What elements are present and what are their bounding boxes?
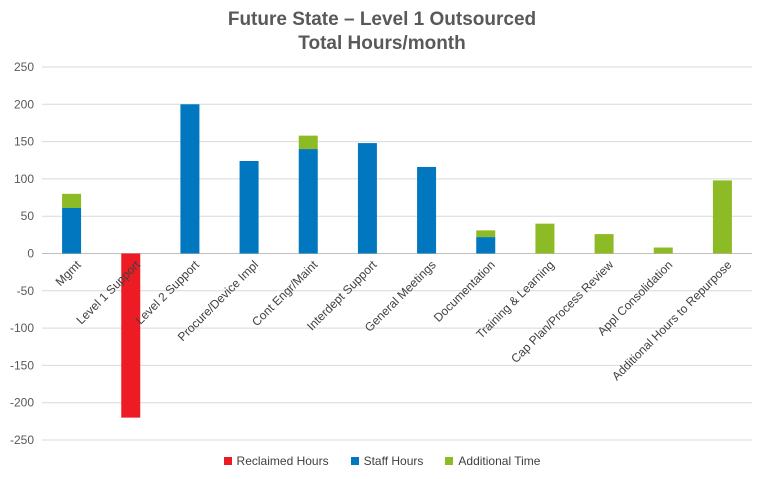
x-category-label: Cap Plan/Process Review bbox=[508, 257, 616, 365]
legend-label-staff: Staff Hours bbox=[363, 454, 424, 468]
y-tick-label: 250 bbox=[14, 60, 34, 74]
legend-label-reclaimed: Reclaimed Hours bbox=[236, 454, 329, 468]
legend-label-additional: Additional Time bbox=[458, 454, 541, 468]
y-tick-label: 200 bbox=[14, 97, 34, 111]
y-tick-label: -100 bbox=[10, 321, 34, 335]
y-tick-label: -250 bbox=[10, 433, 34, 447]
bar-staff-hours-5 bbox=[357, 143, 377, 254]
bar-reclaimed-hours-1 bbox=[121, 253, 141, 418]
chart-legend: Reclaimed Hours Staff Hours Additional T… bbox=[0, 454, 764, 468]
x-category-label: Additional Hours to Repurpose bbox=[609, 257, 735, 383]
y-tick-label: 0 bbox=[27, 247, 34, 261]
chart-title: Future State – Level 1 Outsourced bbox=[227, 9, 537, 30]
y-tick-label: 150 bbox=[14, 135, 34, 149]
y-tick-label: 100 bbox=[14, 172, 34, 186]
legend-swatch-additional bbox=[445, 457, 454, 465]
y-tick-label: 50 bbox=[21, 209, 35, 223]
bar-staff-hours-3 bbox=[239, 160, 259, 254]
bar-additional-time-8 bbox=[535, 223, 555, 254]
legend-swatch-staff bbox=[350, 457, 359, 465]
bar-additional-time-0 bbox=[62, 193, 82, 208]
bar-staff-hours-4 bbox=[298, 149, 318, 254]
legend-item-staff-hours: Staff Hours bbox=[350, 454, 424, 468]
bar-staff-hours-2 bbox=[180, 104, 200, 254]
bar-additional-time-4 bbox=[298, 135, 318, 150]
bar-additional-time-10 bbox=[653, 247, 673, 254]
bar-staff-hours-6 bbox=[417, 166, 437, 254]
bar-additional-time-9 bbox=[594, 234, 614, 254]
bar-staff-hours-7 bbox=[476, 237, 496, 254]
legend-item-additional-time: Additional Time bbox=[445, 454, 540, 468]
y-tick-label: -150 bbox=[10, 358, 34, 372]
y-tick-label: -50 bbox=[17, 284, 35, 298]
y-tick-label: -200 bbox=[10, 396, 34, 410]
bar-additional-time-11 bbox=[712, 180, 732, 254]
bar-additional-time-7 bbox=[476, 230, 496, 238]
legend-swatch-reclaimed bbox=[223, 457, 232, 465]
bar-staff-hours-0 bbox=[62, 207, 82, 254]
chart-subtitle: Total Hours/month bbox=[298, 33, 466, 54]
legend-item-reclaimed-hours: Reclaimed Hours bbox=[223, 454, 329, 468]
x-category-label: Mgmt bbox=[53, 257, 85, 289]
